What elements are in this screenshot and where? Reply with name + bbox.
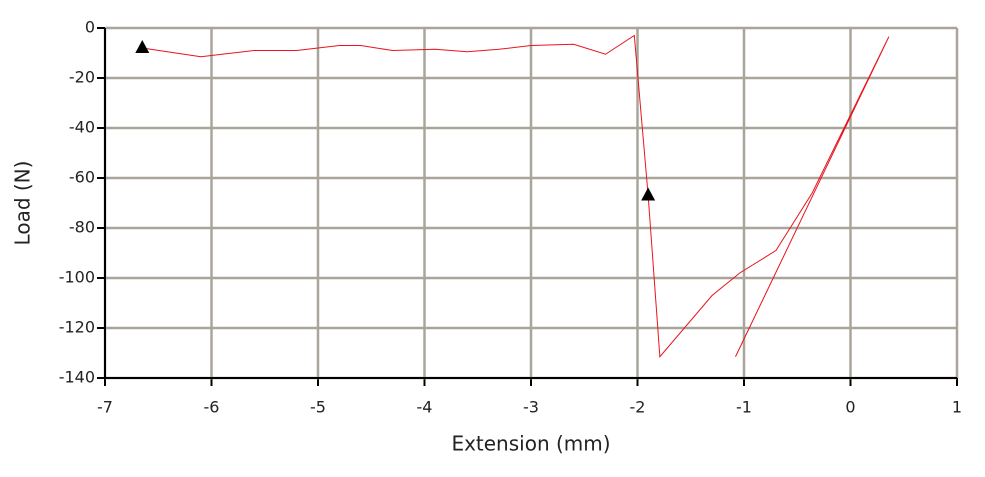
x-tick-label: 1: [952, 398, 962, 417]
x-tick-label: -7: [97, 398, 113, 417]
x-tick-label: -5: [310, 398, 326, 417]
y-tick-label: -40: [69, 118, 95, 137]
x-tick-label: -6: [204, 398, 220, 417]
y-tick-label: -20: [69, 68, 95, 87]
y-tick-label: -100: [59, 268, 95, 287]
x-tick-label: -3: [523, 398, 539, 417]
y-tick-label: -140: [59, 368, 95, 387]
y-tick-label: -60: [69, 168, 95, 187]
data-line: [142, 34, 890, 359]
y-tick-label: -80: [69, 218, 95, 237]
x-tick-label: -4: [417, 398, 433, 417]
x-axis-label: Extension (mm): [451, 432, 610, 456]
marker: [641, 187, 656, 201]
y-axis-label: Load (N): [11, 161, 35, 246]
y-tick-label: -120: [59, 318, 95, 337]
y-tick-label: 0: [85, 18, 95, 37]
x-tick-label: 0: [845, 398, 855, 417]
marker: [135, 40, 150, 53]
x-tick-label: -2: [630, 398, 646, 417]
x-tick-label: -1: [736, 398, 752, 417]
